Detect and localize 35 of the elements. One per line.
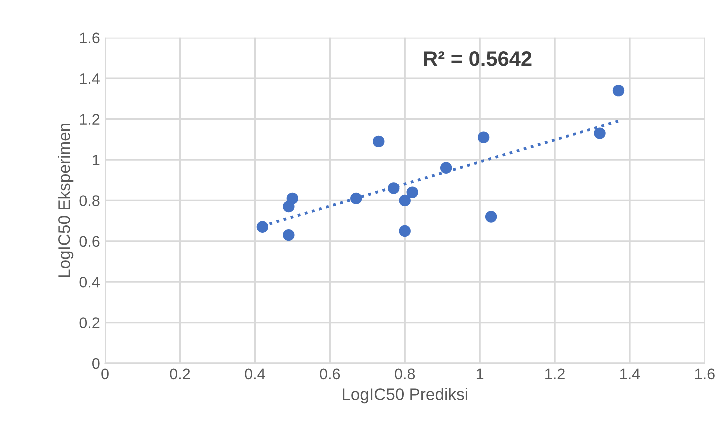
y-tick-label: 0 [92, 358, 100, 370]
point [485, 211, 498, 223]
x-tick-label: 1.6 [695, 368, 715, 380]
point [286, 192, 299, 205]
point [388, 182, 400, 194]
point [399, 194, 411, 207]
y-tick-label: 0.6 [80, 236, 100, 248]
y-tick-label: 1.2 [80, 114, 100, 125]
point [283, 229, 295, 242]
y-tick-label: 1 [93, 155, 100, 166]
point [478, 132, 490, 144]
x-tick-label: 0.2 [170, 368, 190, 380]
y-tick-label: 1.6 [80, 32, 100, 44]
point [406, 186, 418, 198]
point [594, 128, 606, 140]
point [440, 162, 452, 174]
x-tick-label: 0.8 [395, 368, 416, 380]
x-tick-label: 0.6 [320, 368, 340, 380]
x-tick-label: 1.2 [546, 368, 565, 380]
x-tick-label: 0.4 [245, 368, 266, 380]
point [612, 84, 625, 97]
x-tick-label: 1.4 [620, 368, 640, 380]
y-tick-label: 0.8 [80, 196, 100, 206]
annotation: R² = 0.5642 [424, 52, 532, 66]
point [373, 136, 385, 148]
y-tick-label: 0.4 [80, 276, 100, 288]
x-axis-title: LogIC50 Prediksi [343, 388, 468, 404]
y-tick-label: 1.4 [80, 74, 100, 84]
y-tick-label: 0.2 [80, 318, 100, 328]
x-tick-label: 1 [476, 368, 484, 380]
point [256, 221, 269, 233]
point [350, 192, 362, 205]
x-tick-label: 0 [102, 368, 109, 380]
y-axis-title: LogIC50 Eksperimen [58, 124, 74, 278]
point [399, 225, 411, 238]
